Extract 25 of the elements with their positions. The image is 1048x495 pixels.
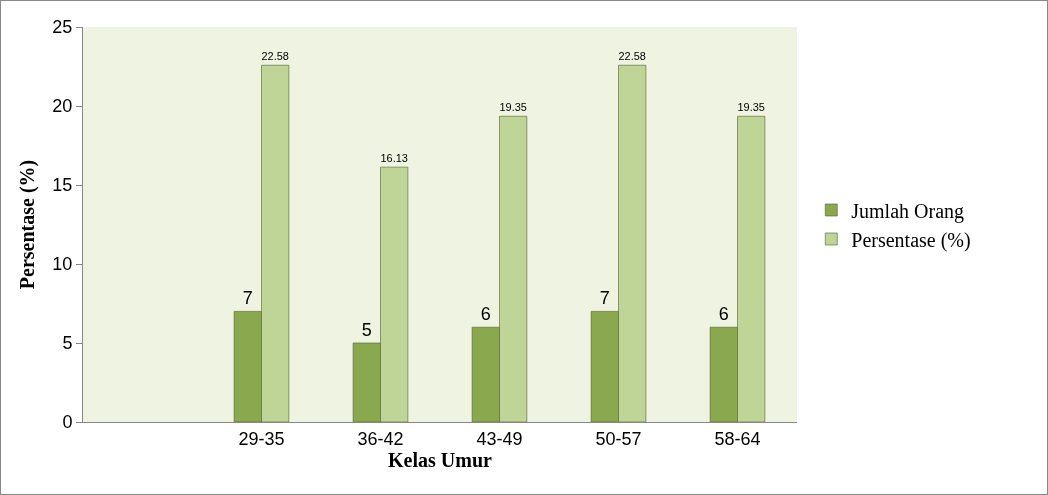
y-tick-label: 0 [62, 412, 73, 433]
y-tick-label: 25 [52, 17, 73, 38]
data-label: 7 [242, 288, 253, 309]
data-label: 19.35 [499, 100, 527, 113]
x-axis-title: Kelas Umur [388, 448, 493, 471]
x-tick-label: 29-35 [238, 428, 285, 449]
data-label: 6 [718, 304, 729, 325]
y-axis-title: Persentase (%) [15, 159, 39, 290]
data-label: 6 [480, 304, 491, 325]
x-tick-label: 43-49 [476, 428, 523, 449]
y-tick-label: 15 [52, 175, 73, 196]
y-tick-label: 20 [52, 96, 73, 117]
legend-label: Persentase (%) [851, 228, 971, 252]
data-label: 22.58 [618, 49, 646, 62]
x-tick-label: 50-57 [595, 428, 642, 449]
data-label: 22.58 [261, 49, 289, 62]
x-tick-label: 36-42 [357, 428, 404, 449]
y-tick-label: 10 [52, 254, 73, 275]
data-label: 16.13 [380, 151, 408, 164]
data-label: 5 [361, 320, 372, 340]
data-label: 7 [599, 288, 610, 309]
data-label: 19.35 [737, 100, 765, 113]
x-tick-label: 58-64 [714, 428, 761, 449]
y-tick-label: 5 [62, 333, 73, 354]
legend-label: Jumlah Orang [851, 199, 965, 223]
